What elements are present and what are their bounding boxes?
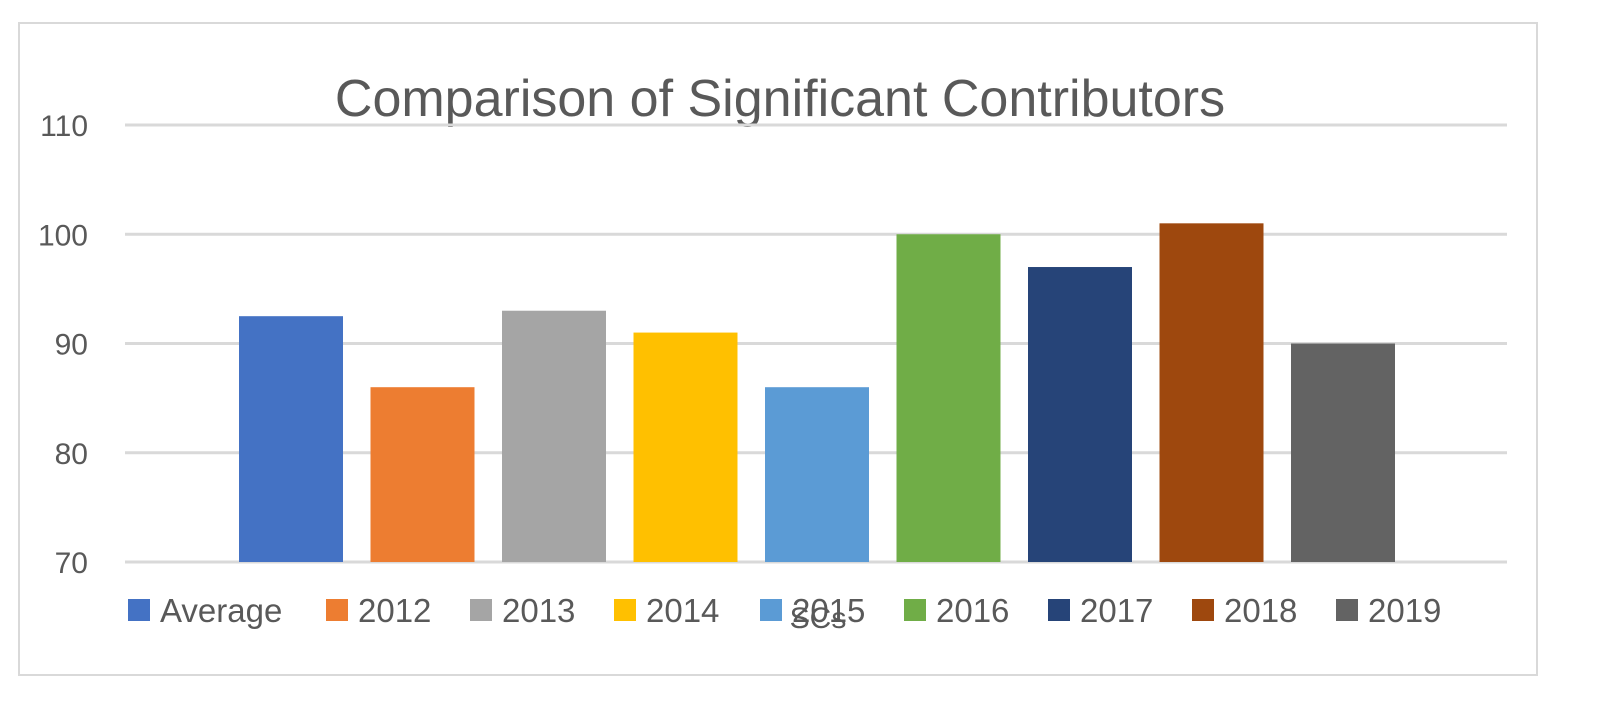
legend: Average 2012 2013 2014 2015 2016 2017 2018 2019: [128, 592, 1441, 629]
legend-swatch: [326, 599, 348, 621]
legend-label: 2017: [1080, 592, 1153, 629]
legend-label: 2012: [358, 592, 431, 629]
bar-2014: [633, 332, 738, 562]
legend-swatch: [614, 599, 636, 621]
legend-label: Average: [160, 592, 282, 629]
legend-swatch: [128, 599, 150, 621]
y-tick-label: 90: [55, 329, 88, 362]
legend-swatch: [470, 599, 492, 621]
bar-2012: [370, 387, 475, 562]
bar-average: [239, 316, 343, 562]
bar-2017: [1028, 267, 1132, 562]
y-tick-label: 110: [40, 110, 88, 143]
legend-swatch: [904, 599, 926, 621]
legend-swatch: [1192, 599, 1214, 621]
legend-swatch: [1336, 599, 1358, 621]
legend-label: 2019: [1368, 592, 1441, 629]
y-tick-label: 70: [55, 547, 88, 580]
x-axis-label: SCs: [790, 602, 847, 635]
bar-2019: [1291, 343, 1395, 562]
legend-swatch: [1048, 599, 1070, 621]
bar-2016: [896, 234, 1001, 562]
legend-label: 2014: [646, 592, 719, 629]
legend-swatch: [760, 599, 782, 621]
y-tick-label: 80: [55, 438, 88, 471]
y-tick-label: 100: [38, 219, 88, 252]
legend-label: 2016: [936, 592, 1009, 629]
legend-label: 2013: [502, 592, 575, 629]
bar-2018: [1159, 223, 1264, 562]
bar-2013: [502, 310, 606, 562]
legend-label: 2018: [1224, 592, 1297, 629]
bar-2015: [765, 387, 869, 562]
bars: [239, 223, 1395, 562]
y-axis-ticks: 110 100 90 80 70: [38, 110, 88, 580]
legend-label: 2015: [792, 592, 865, 629]
chart-title: Comparison of Significant Contributors: [335, 70, 1225, 128]
